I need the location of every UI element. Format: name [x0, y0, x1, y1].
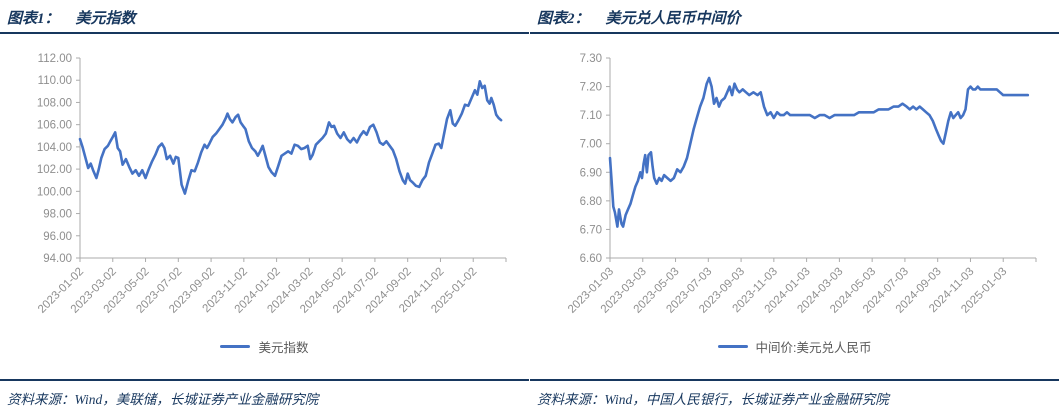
legend-line-swatch — [717, 344, 748, 348]
figure-2-title: 图表2： 美元兑人民币中间价 — [530, 0, 1059, 34]
svg-text:96.00: 96.00 — [43, 231, 72, 243]
svg-text:6.80: 6.80 — [580, 196, 602, 208]
svg-text:6.70: 6.70 — [580, 224, 602, 236]
figure-2-label: 图表2： — [537, 11, 590, 27]
figure-2-legend: 中间价:美元兑人民币 — [530, 336, 1059, 356]
svg-text:102.00: 102.00 — [37, 164, 72, 176]
figure-1-title: 图表1： 美元指数 — [0, 0, 529, 34]
svg-text:98.00: 98.00 — [43, 209, 72, 221]
legend-label: 美元指数 — [258, 340, 309, 355]
dollar-index-chart: 94.00 96.00 98.00 100.00 102.00 104.00 106.00 1… — [36, 53, 507, 316]
figure-1-name: 美元指数 — [75, 11, 136, 27]
svg-text:6.60: 6.60 — [580, 253, 602, 265]
figure-2-source-note: 资料来源：Wind，中国人民银行，长城证券产业金融研究院 — [530, 379, 1059, 418]
figure-2-name: 美元兑人民币中间价 — [605, 11, 741, 27]
usdcny-parity-chart: 6.606.706.806.907.007.107.207.302023-01-… — [566, 53, 1037, 316]
svg-text:7.10: 7.10 — [580, 110, 602, 122]
svg-text:108.00: 108.00 — [37, 97, 72, 109]
svg-text:7.20: 7.20 — [580, 82, 602, 94]
figure-1-source-note: 资料来源：Wind，美联储，长城证券产业金融研究院 — [0, 379, 529, 418]
figure-1-legend: 美元指数 — [0, 336, 529, 356]
svg-text:94.00: 94.00 — [43, 253, 72, 265]
svg-text:6.90: 6.90 — [580, 167, 602, 179]
figure-panel-2: 图表2： 美元兑人民币中间价 6.60 6.70 6.80 6.90 7.00 7.10 7.… — [530, 0, 1059, 418]
svg-text:104.00: 104.00 — [37, 142, 72, 154]
svg-text:7.00: 7.00 — [580, 139, 602, 151]
svg-text:100.00: 100.00 — [37, 186, 72, 198]
svg-text:7.30: 7.30 — [580, 53, 602, 65]
figure-panel-1: 图表1： 美元指数 94.00 96.00 98.00 100.00 102.00 104.… — [0, 0, 529, 418]
svg-text:110.00: 110.00 — [38, 75, 72, 87]
legend-label: 中间价:美元兑人民币 — [755, 340, 872, 355]
svg-text:112.00: 112.00 — [38, 53, 72, 65]
legend-line-swatch — [220, 344, 251, 348]
svg-text:106.00: 106.00 — [37, 120, 72, 132]
figure-1-label: 图表1： — [7, 11, 60, 27]
